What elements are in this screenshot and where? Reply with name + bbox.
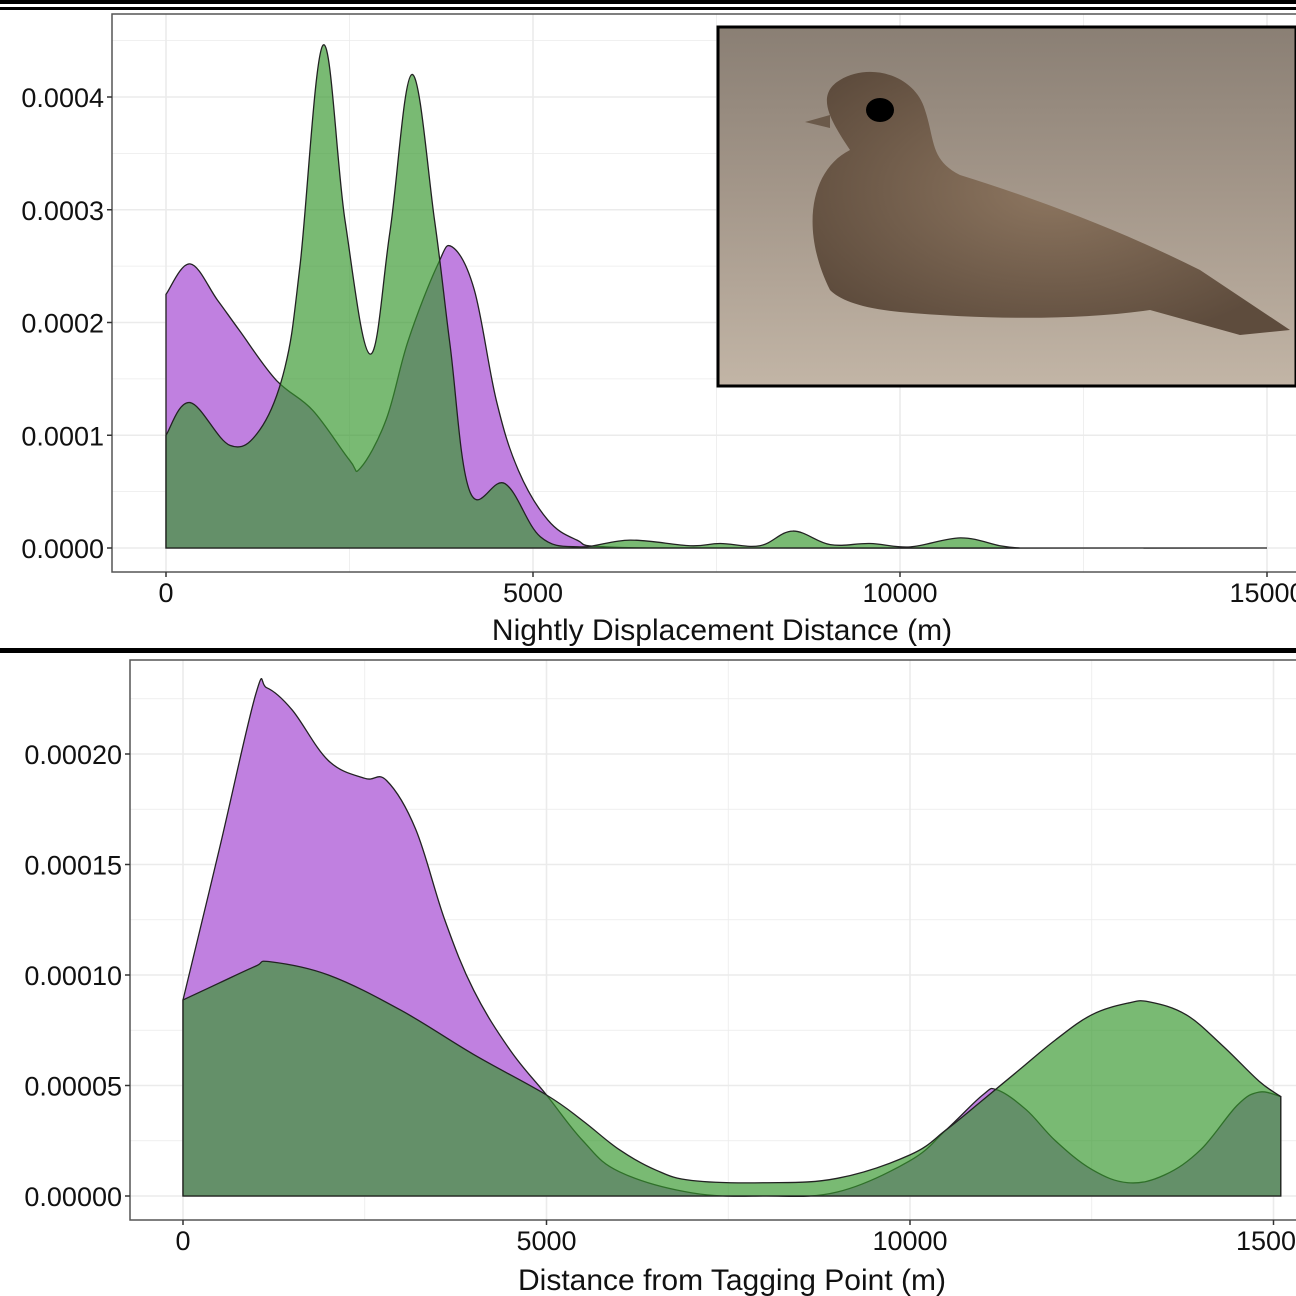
- x-axis-title: Nightly Displacement Distance (m): [492, 614, 952, 647]
- top-border: [0, 0, 1296, 4]
- bird-photo-inset: [716, 25, 1296, 388]
- y-tick-label: 0.00000: [24, 1182, 122, 1212]
- x-tick-label: 0: [158, 578, 173, 608]
- y-tick-label: 0.0000: [21, 534, 104, 564]
- x-tick-label: 0: [175, 1226, 190, 1256]
- density-area-green: [165, 44, 1020, 549]
- y-tick-label: 0.0003: [21, 196, 104, 226]
- x-tick-label: 5000: [503, 578, 563, 608]
- panel-distance-from-tagging: 0.00000 0.00005 0.00010 0.00015 0.00020 0 5000…: [24, 659, 1296, 1296]
- density-area-green: [182, 960, 1282, 1197]
- x-tick-label: 15000: [1236, 1226, 1296, 1256]
- y-tick-label: 0.00020: [24, 740, 122, 770]
- plot-border: [111, 13, 1296, 573]
- bird-shape: [812, 71, 1290, 335]
- bird-eye: [866, 98, 894, 122]
- x-tick-label: 15000: [1229, 578, 1296, 608]
- x-tick-label: 10000: [862, 578, 937, 608]
- y-tick-label: 0.00015: [24, 851, 122, 881]
- y-tick-label: 0.00005: [24, 1072, 122, 1102]
- y-tick-label: 0.0004: [21, 83, 104, 113]
- y-tick-label: 0.00010: [24, 961, 122, 991]
- x-tick-label: 5000: [516, 1226, 576, 1256]
- x-tick-label: 10000: [872, 1226, 947, 1256]
- plot-border: [129, 659, 1296, 1221]
- x-axis-title: Distance from Tagging Point (m): [518, 1264, 946, 1296]
- top-border-inner: [0, 7, 1296, 10]
- y-tick-label: 0.0002: [21, 309, 104, 339]
- panel-divider: [0, 648, 1296, 653]
- y-tick-label: 0.0001: [21, 421, 104, 451]
